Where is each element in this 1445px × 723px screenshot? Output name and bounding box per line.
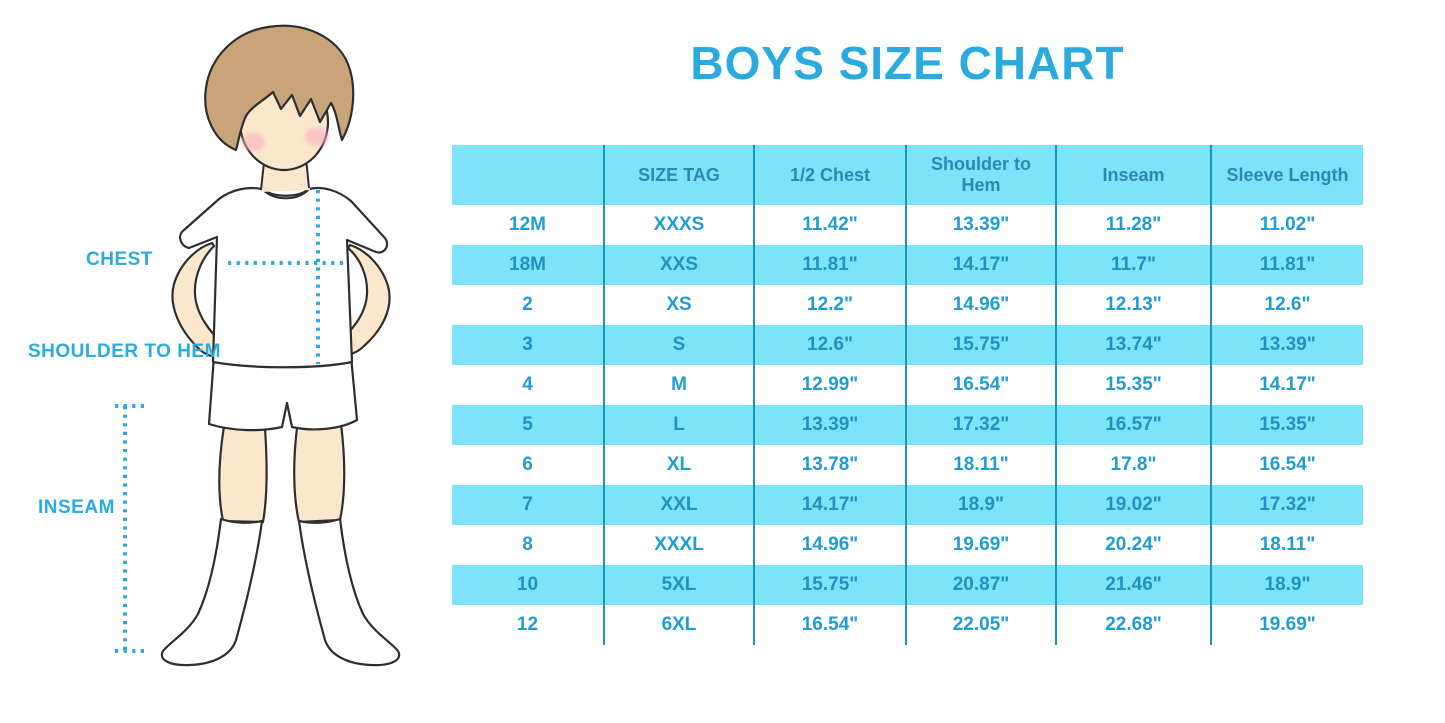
size-cell: 18M	[452, 245, 604, 285]
table-cell: 13.78"	[753, 445, 906, 485]
table-cell: XL	[603, 445, 754, 485]
table-row: 4 M 12.99" 16.54" 15.35" 14.17"	[452, 365, 1363, 405]
table-row: 12 6XL 16.54" 22.05" 22.68" 19.69"	[452, 605, 1363, 645]
size-cell: 12	[516, 614, 539, 635]
boy-shorts	[207, 354, 359, 432]
table-cell: 5XL	[603, 565, 754, 605]
table-cell: 20.24"	[1055, 525, 1211, 565]
boy-legs	[218, 422, 346, 524]
size-cell: 7	[452, 485, 604, 525]
table-cell: 19.69"	[1210, 605, 1363, 645]
table-row: 12M XXXS 11.42" 13.39" 11.28" 11.02"	[452, 205, 1363, 245]
table-row: 3 S 12.6" 15.75" 13.74" 13.39"	[452, 325, 1363, 365]
table-cell: 19.69"	[905, 525, 1056, 565]
table-cell: 16.57"	[1055, 405, 1211, 445]
table-header-row: SIZE TAG 1/2 Chest Shoulder to Hem Inseam Sl…	[452, 145, 1363, 205]
table-cell: 14.17"	[753, 485, 906, 525]
table-cell: M	[603, 365, 754, 405]
table-row: 8 XXXL 14.96" 19.69" 20.24" 18.11"	[452, 525, 1363, 565]
blush-right	[305, 128, 329, 146]
table-cell: 15.75"	[753, 565, 906, 605]
table-cell: 18.9"	[1210, 565, 1363, 605]
table-cell: 6XL	[603, 605, 754, 645]
size-cell: 4	[522, 374, 533, 395]
table-row: 10 5XL 15.75" 20.87" 21.46" 18.9"	[452, 565, 1363, 605]
table-row: 18M XXS 11.81" 14.17" 11.7" 11.81"	[452, 245, 1363, 285]
size-table: SIZE TAG 1/2 Chest Shoulder to Hem Inseam Sl…	[452, 145, 1363, 645]
table-cell: 18.11"	[1210, 525, 1363, 565]
column-header: Sleeve Length	[1210, 145, 1363, 205]
size-cell: 6	[522, 454, 533, 475]
boy-tshirt	[179, 186, 389, 369]
boy-illustration	[115, 24, 401, 667]
size-cell: 5	[452, 405, 604, 445]
table-cell: 17.32"	[1210, 485, 1363, 525]
table-row: 6 XL 13.78" 18.11" 17.8" 16.54"	[452, 445, 1363, 485]
table-cell: 11.7"	[1055, 245, 1211, 285]
table-cell: 12.13"	[1055, 285, 1211, 325]
table-cell: 12.99"	[753, 365, 906, 405]
boy-hair	[204, 24, 355, 152]
size-cell: 10	[452, 565, 604, 605]
table-cell: XXXS	[603, 205, 754, 245]
table-row: 7 XXL 14.17" 18.9" 19.02" 17.32"	[452, 485, 1363, 525]
table-cell: 11.81"	[1210, 245, 1363, 285]
table-cell: 11.02"	[1210, 205, 1363, 245]
table-cell: 13.39"	[1210, 325, 1363, 365]
column-header: SIZE TAG	[603, 145, 754, 205]
table-cell: 15.75"	[905, 325, 1056, 365]
table-cell: XXS	[603, 245, 754, 285]
table-cell: 14.96"	[753, 525, 906, 565]
table-cell: 15.35"	[1210, 405, 1363, 445]
size-cell: 2	[522, 294, 533, 315]
table-cell: 13.74"	[1055, 325, 1211, 365]
table-cell: 12.2"	[753, 285, 906, 325]
table-cell: 19.02"	[1055, 485, 1211, 525]
table-cell: 16.54"	[1210, 445, 1363, 485]
table-cell: 16.54"	[753, 605, 906, 645]
column-header: Inseam	[1055, 145, 1211, 205]
size-cell: 3	[452, 325, 604, 365]
size-cell: 8	[522, 534, 533, 555]
table-cell: 18.11"	[905, 445, 1056, 485]
table-cell: 18.9"	[905, 485, 1056, 525]
size-cell: 12M	[509, 214, 546, 235]
table-cell: 14.17"	[905, 245, 1056, 285]
chest-label: CHEST	[86, 249, 153, 270]
table-cell: 12.6"	[753, 325, 906, 365]
table-cell: 14.96"	[905, 285, 1056, 325]
table-cell: 11.28"	[1055, 205, 1211, 245]
page-title: BOYS SIZE CHART	[690, 37, 1125, 89]
column-header: Shoulder to Hem	[905, 145, 1056, 205]
table-cell: S	[603, 325, 754, 365]
table-cell: 11.81"	[753, 245, 906, 285]
table-cell: 17.32"	[905, 405, 1056, 445]
table-cell: XS	[603, 285, 754, 325]
boy-socks	[160, 517, 401, 667]
table-cell: 20.87"	[905, 565, 1056, 605]
table-cell: 15.35"	[1055, 365, 1211, 405]
table-cell: 12.6"	[1210, 285, 1363, 325]
blush-left	[241, 133, 265, 151]
inseam-label: INSEAM	[38, 497, 115, 518]
table-cell: 13.39"	[905, 205, 1056, 245]
table-cell: 14.17"	[1210, 365, 1363, 405]
table-cell: 21.46"	[1055, 565, 1211, 605]
table-cell: 22.68"	[1055, 605, 1211, 645]
table-cell: 16.54"	[905, 365, 1056, 405]
shoulder-to-hem-label: SHOULDER TO HEM	[28, 341, 221, 362]
table-cell: 22.05"	[905, 605, 1056, 645]
table-cell: 11.42"	[753, 205, 906, 245]
table-cell: 17.8"	[1055, 445, 1211, 485]
table-cell: XXXL	[603, 525, 754, 565]
table-cell: 13.39"	[753, 405, 906, 445]
table-cell: XXL	[603, 485, 754, 525]
table-row: 5 L 13.39" 17.32" 16.57" 15.35"	[452, 405, 1363, 445]
table-row: 2 XS 12.2" 14.96" 12.13" 12.6"	[452, 285, 1363, 325]
table-cell: L	[603, 405, 754, 445]
column-header	[452, 145, 604, 205]
column-header: 1/2 Chest	[753, 145, 906, 205]
